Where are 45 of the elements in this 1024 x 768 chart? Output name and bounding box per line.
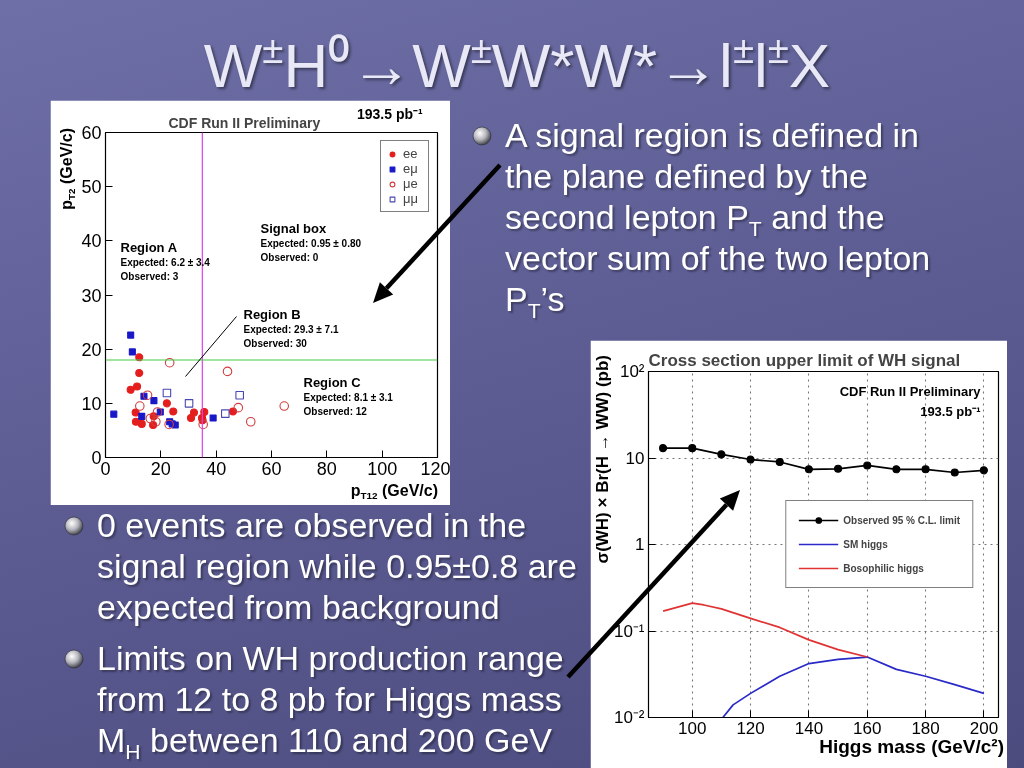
y-tick-label: 20 xyxy=(81,339,102,360)
x-tick-label: 120 xyxy=(420,458,451,479)
x-tick-label: 120 xyxy=(736,718,765,738)
x-tick-label: 100 xyxy=(678,718,707,738)
annotation: Region C Expected: 8.1 ± 3.1 Observed: 12 xyxy=(303,374,394,417)
y-tick-label: 60 xyxy=(81,123,102,143)
legend-label: μe xyxy=(403,176,419,191)
y-tick-label: 1 xyxy=(635,535,645,554)
x-tick-label: 20 xyxy=(150,458,171,479)
y-tick-label: 10 xyxy=(625,448,645,468)
y-tick-label: 10² xyxy=(619,362,645,381)
y-tick-label: 10 xyxy=(81,393,102,414)
annotation: CDF Run II Preliminary xyxy=(839,383,982,399)
chart-title: CDF Run II Preliminary xyxy=(168,114,321,131)
text: Limits on WH production range from 12 to 8 pb for Higgs mass M$_{H}$ between 110 and 200 GeV xyxy=(97,638,565,763)
annotation: 193.5 pb⁻¹ xyxy=(920,403,981,419)
x-tick-label: 60 xyxy=(261,458,282,479)
x-tick-label: 40 xyxy=(206,458,227,479)
legend-label: μμ xyxy=(403,191,419,206)
x-tick-label: 180 xyxy=(911,718,940,738)
x-axis-title: p$_{T12}$ (GeV/c) xyxy=(349,481,438,502)
legend-label: eμ xyxy=(403,161,419,176)
legend-label: ee xyxy=(403,146,419,161)
legend-label: Observed 95 % C.L. limit xyxy=(843,513,960,527)
annotation: Signal box Expected: 0.95 ± 0.80 Observed: 0 xyxy=(260,220,362,263)
chart-subtitle: 193.5 pb⁻¹ xyxy=(357,105,423,124)
x-tick-label: 200 xyxy=(969,718,999,738)
y-tick-label: 10⁻² xyxy=(613,708,645,727)
y-tick-label: 50 xyxy=(81,177,102,198)
y-tick-label: 30 xyxy=(81,285,102,306)
legend-label: SM higgs xyxy=(843,537,888,551)
y-tick-label: 10⁻¹ xyxy=(613,621,645,641)
x-axis-title: Higgs mass (GeV/c²) xyxy=(818,736,1004,758)
text: 0 events are observed in the signal region while 0.95±0.8 are expected from background xyxy=(97,505,578,628)
y-tick-label: 40 xyxy=(81,231,102,252)
x-tick-label: 140 xyxy=(794,718,824,738)
chart-title: W$^{±}$H⁰→W$^{±}$W*W*→l$^{±}$l$^{±}$X xyxy=(203,28,831,100)
text: A signal region is defined in the plane defined by the second lepton P$_{T}$ and the vector sum of the two lepton P$_{T}$’s xyxy=(505,116,931,322)
y-axis-title: σ(WH) × Br(H → WW) (pb) xyxy=(593,355,613,566)
x-tick-label: 160 xyxy=(853,718,882,738)
annotation: Region B Expected: 29.3 ± 7.1 Observed: 30 xyxy=(243,306,339,349)
x-tick-label: 80 xyxy=(316,458,337,479)
chart-title: Cross section upper limit of WH signal xyxy=(648,350,961,370)
x-tick-label: 100 xyxy=(367,458,398,479)
legend-label: Bosophilic higgs xyxy=(843,561,924,575)
